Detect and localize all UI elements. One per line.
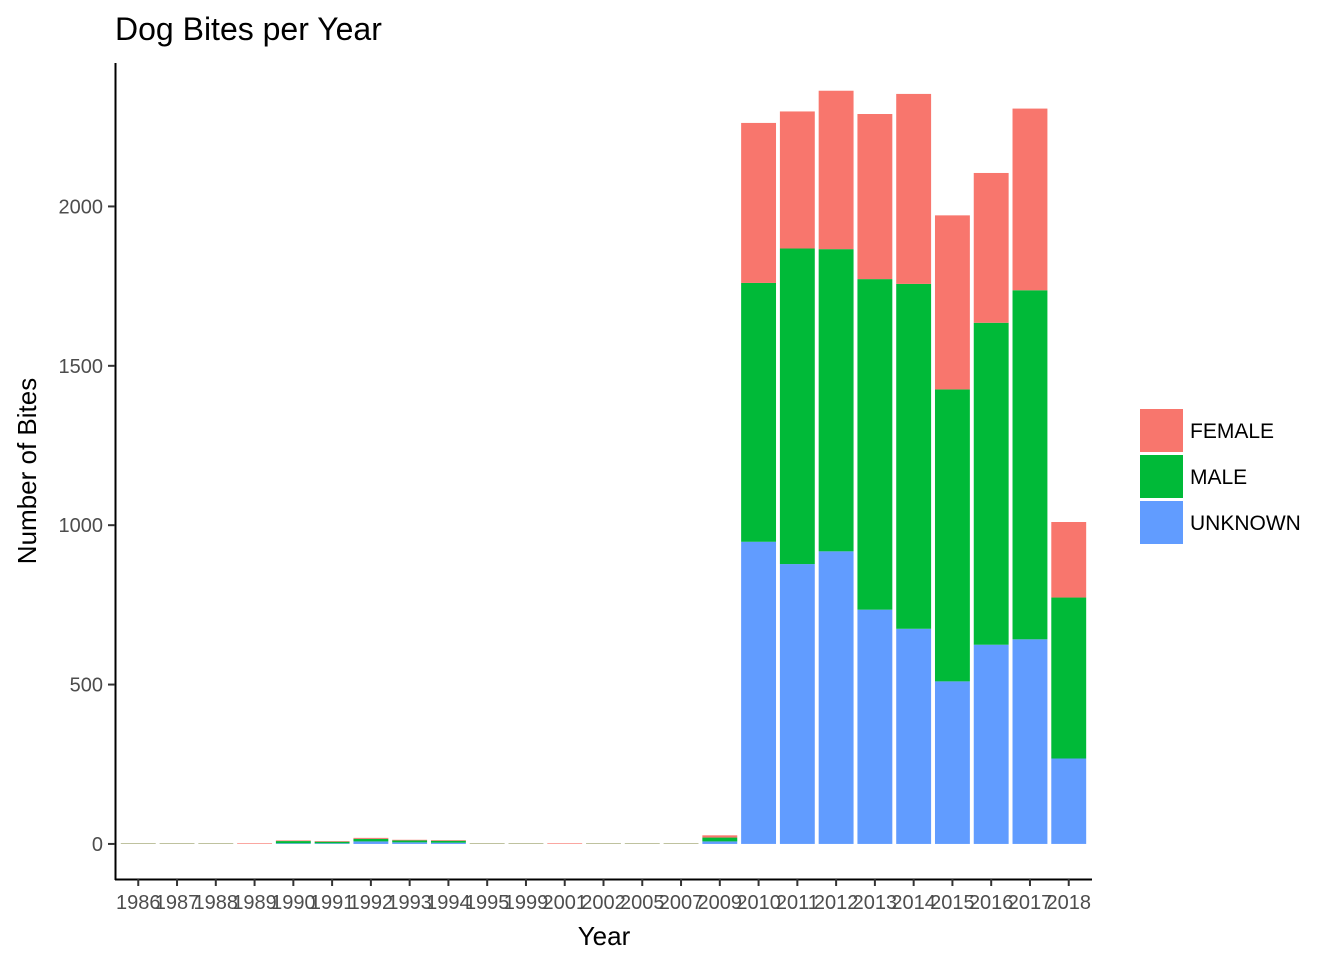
bar-female-1989 (237, 843, 273, 844)
x-tick-label-1988: 1988 (194, 892, 239, 914)
y-tick-label-1000: 1000 (59, 515, 104, 537)
bar-unknown-2009 (702, 841, 738, 844)
bar-unknown-2015 (934, 681, 970, 844)
bar-unknown-1992 (353, 841, 389, 844)
bar-female-2011 (779, 111, 815, 249)
x-tick-label-2014: 2014 (891, 892, 936, 914)
bar-male-1991 (314, 841, 350, 844)
legend-label-female: FEMALE (1190, 420, 1274, 443)
bar-male-2010 (741, 282, 777, 542)
bar-female-1993 (392, 839, 428, 841)
bar-unknown-1990 (275, 843, 311, 844)
bar-female-1992 (353, 837, 389, 839)
x-axis-title: Year (578, 921, 631, 951)
chart-title: Dog Bites per Year (115, 11, 382, 47)
bar-female-1994 (430, 840, 466, 841)
x-tick-label-1995: 1995 (465, 892, 510, 914)
x-tick-label-2005: 2005 (620, 892, 665, 914)
bar-unknown-2011 (779, 564, 815, 844)
x-tick-label-2010: 2010 (736, 892, 781, 914)
x-tick-label-2013: 2013 (853, 892, 898, 914)
x-tick-label-1993: 1993 (387, 892, 432, 914)
x-tick-label-1994: 1994 (426, 892, 471, 914)
legend: FEMALE MALE UNKNOWN (1140, 409, 1301, 544)
bar-male-2011 (779, 248, 815, 565)
bar-male-2012 (818, 249, 854, 552)
x-tick-label-1990: 1990 (271, 892, 316, 914)
bar-unknown-2016 (973, 644, 1009, 844)
x-tick-label-2015: 2015 (930, 892, 975, 914)
x-tick-label-1992: 1992 (349, 892, 394, 914)
legend-key-female (1140, 409, 1183, 452)
x-tick-label-1987: 1987 (155, 892, 200, 914)
bar-female-2014 (896, 93, 932, 284)
bar-unknown-1991 (314, 843, 350, 844)
bar-female-2012 (818, 90, 854, 250)
legend-label-unknown: UNKNOWN (1190, 512, 1301, 535)
bar-male-2013 (857, 279, 893, 610)
bar-unknown-1993 (392, 842, 428, 844)
bar-unknown-2013 (857, 609, 893, 844)
bar-female-2017 (1012, 108, 1048, 291)
x-tick-label-2002: 2002 (581, 892, 626, 914)
x-tick-label-2011: 2011 (776, 892, 819, 914)
y-tick-label-2000: 2000 (59, 196, 104, 218)
bar-male-2016 (973, 322, 1009, 645)
bar-female-2001 (547, 843, 583, 844)
bar-unknown-2012 (818, 551, 854, 844)
x-tick-label-1999: 1999 (504, 892, 549, 914)
bar-female-2015 (934, 215, 970, 390)
x-tick-label-2016: 2016 (969, 892, 1014, 914)
x-tick-label-2009: 2009 (698, 892, 743, 914)
x-ticks-group: 1986198719881989199019911992199319941995… (116, 879, 1091, 914)
y-tick-label-1500: 1500 (59, 356, 104, 378)
bar-female-2013 (857, 114, 893, 280)
bar-female-2018 (1051, 522, 1087, 598)
x-tick-label-2017: 2017 (1008, 892, 1053, 914)
x-tick-label-1991: 1991 (310, 892, 355, 914)
bar-male-2015 (934, 389, 970, 682)
bar-male-1992 (353, 838, 389, 842)
bar-female-1991 (314, 841, 350, 842)
y-axis-title: Number of Bites (12, 378, 42, 564)
bar-female-2009 (702, 835, 738, 838)
bar-unknown-2014 (896, 628, 932, 844)
bar-male-2017 (1012, 290, 1048, 640)
legend-key-male (1140, 455, 1183, 498)
bar-female-2016 (973, 172, 1009, 323)
bar-unknown-2017 (1012, 639, 1048, 844)
x-tick-label-2012: 2012 (814, 892, 859, 914)
bar-male-1990 (275, 841, 311, 844)
bars-group (120, 90, 1087, 844)
legend-key-unknown (1140, 501, 1183, 544)
bar-male-2014 (896, 283, 932, 629)
bar-female-2010 (741, 122, 777, 283)
bar-unknown-2010 (741, 541, 777, 844)
y-tick-label-0: 0 (92, 834, 103, 856)
bar-male-1993 (392, 840, 428, 843)
legend-label-male: MALE (1190, 466, 1247, 489)
bar-unknown-2018 (1051, 758, 1087, 844)
x-tick-label-2018: 2018 (1046, 892, 1091, 914)
bar-male-2009 (702, 837, 738, 842)
x-tick-label-2001: 2001 (542, 892, 587, 914)
y-ticks-group: 0 500 1000 1500 2000 (59, 196, 115, 856)
bar-female-1990 (275, 840, 311, 842)
x-tick-label-2007: 2007 (659, 892, 704, 914)
bar-male-2018 (1051, 597, 1087, 759)
y-tick-label-500: 500 (70, 675, 103, 697)
x-tick-label-1986: 1986 (116, 892, 161, 914)
bar-male-1994 (430, 840, 466, 843)
bar-unknown-1994 (430, 842, 466, 844)
x-tick-label-1989: 1989 (232, 892, 277, 914)
